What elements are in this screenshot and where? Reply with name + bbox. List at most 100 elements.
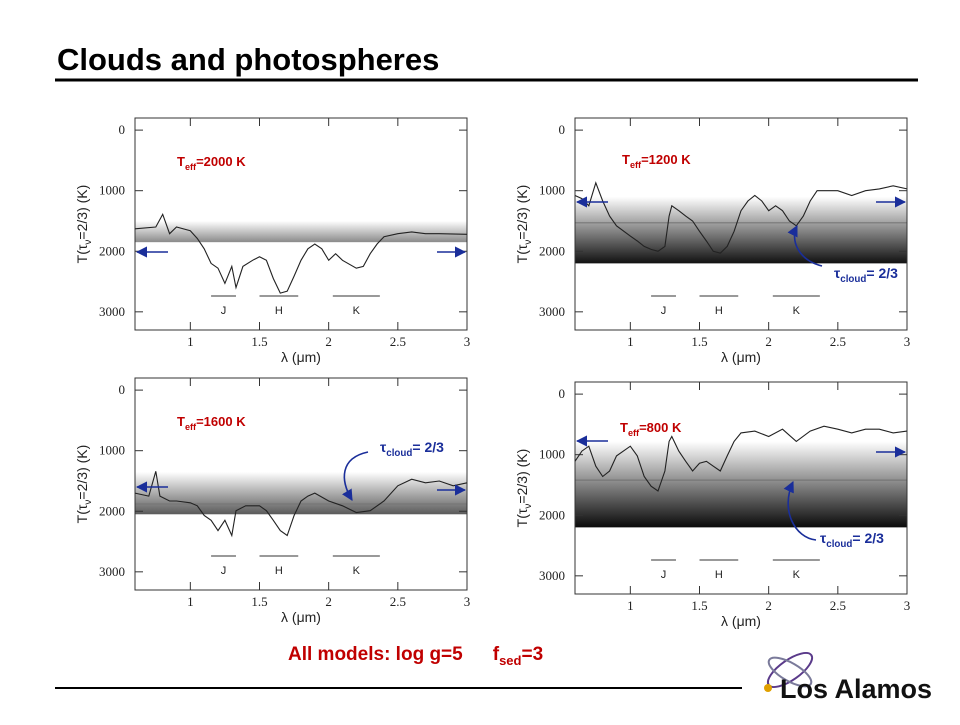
teff-label-rest: =2000 K bbox=[196, 154, 246, 169]
y-axis-label: T(τν=2/3) (K) bbox=[74, 445, 94, 524]
cloud-deck bbox=[575, 441, 907, 528]
band-label: K bbox=[793, 569, 801, 581]
chart-panel: 0 1000 2000 3000 1 1.5 2 2.5 3 T(τν=2/3) (K) λ (μm… bbox=[74, 377, 471, 625]
cloud-label-rest: = 2/3 bbox=[412, 439, 444, 455]
y-axis-label: T(τν=2/3) (K) bbox=[74, 185, 94, 264]
y-axis-label-pre: T(τ bbox=[74, 504, 90, 523]
y-axis-label: T(τν=2/3) (K) bbox=[514, 185, 534, 264]
footer-f-rest: =3 bbox=[521, 644, 543, 665]
cloud-deck bbox=[135, 471, 467, 515]
y-tick-label: 1000 bbox=[539, 447, 565, 462]
y-axis-label-sub: ν bbox=[523, 240, 534, 245]
x-axis-label: λ (μm) bbox=[721, 613, 761, 629]
band-label: J bbox=[221, 565, 227, 577]
footer-f: f bbox=[493, 644, 500, 665]
band-label: K bbox=[793, 305, 801, 317]
cloud-label-sub: cloud bbox=[826, 539, 852, 550]
teff-label-main: T bbox=[622, 152, 630, 167]
plot-frame bbox=[574, 117, 908, 331]
teff-label-main: T bbox=[620, 420, 628, 435]
x-tick-label: 2 bbox=[765, 334, 772, 349]
band-label: J bbox=[661, 305, 667, 317]
cloud-label-main: τ bbox=[820, 530, 827, 546]
cloud-arrow bbox=[342, 451, 369, 501]
chart-panel: 0 1000 2000 3000 1 1.5 2 2.5 3 T(τν=2/3) (K) λ (μm… bbox=[74, 117, 471, 365]
teff-label-rest: =1200 K bbox=[641, 152, 691, 167]
x-tick-label: 3 bbox=[904, 334, 911, 349]
y-axis-label: T(τν=2/3) (K) bbox=[514, 449, 534, 528]
band-label: K bbox=[353, 565, 361, 577]
chart-panel: 0 1000 2000 3000 1 1.5 2 2.5 3 T(τν=2/3) (K) λ (μm… bbox=[514, 117, 911, 365]
teff-label-sub: eff bbox=[628, 428, 640, 438]
teff-label: Teff=2000 K bbox=[177, 154, 246, 172]
x-tick-label: 3 bbox=[904, 598, 911, 613]
x-tick-label: 1 bbox=[627, 598, 634, 613]
cloud-label-sub: cloud bbox=[840, 274, 866, 285]
x-tick-label: 1.5 bbox=[251, 334, 267, 349]
teff-label-main: T bbox=[177, 414, 185, 429]
y-tick-label: 0 bbox=[559, 386, 566, 401]
spectrum-line bbox=[134, 212, 468, 294]
x-axis-label: λ (μm) bbox=[281, 349, 321, 365]
y-tick-label: 0 bbox=[119, 382, 126, 397]
y-axis-label-post: =2/3) (K) bbox=[74, 185, 90, 240]
x-tick-label: 2 bbox=[325, 594, 332, 609]
x-tick-label: 2.5 bbox=[390, 594, 406, 609]
y-axis-label-sub: ν bbox=[83, 240, 94, 245]
x-axis-label: λ (μm) bbox=[721, 349, 761, 365]
band-label: K bbox=[353, 305, 361, 317]
cloud-deck bbox=[135, 220, 467, 243]
y-tick-label: 3000 bbox=[539, 568, 565, 583]
y-axis-label-post: =2/3) (K) bbox=[74, 445, 90, 500]
x-tick-label: 2.5 bbox=[830, 598, 846, 613]
teff-label-rest: =1600 K bbox=[196, 414, 246, 429]
teff-label-rest: =800 K bbox=[639, 420, 682, 435]
x-tick-label: 1.5 bbox=[691, 598, 707, 613]
cloud-label-sub: cloud bbox=[386, 448, 412, 459]
y-tick-label: 2000 bbox=[539, 507, 565, 522]
y-tick-label: 1000 bbox=[99, 443, 125, 458]
y-tick-label: 3000 bbox=[539, 304, 565, 319]
y-tick-label: 0 bbox=[119, 122, 126, 137]
y-axis-label-post: =2/3) (K) bbox=[514, 185, 530, 240]
cloud-arrow bbox=[783, 480, 817, 541]
teff-label-main: T bbox=[177, 154, 185, 169]
teff-label-sub: eff bbox=[185, 162, 197, 172]
x-tick-label: 2.5 bbox=[390, 334, 406, 349]
x-tick-label: 1.5 bbox=[251, 594, 267, 609]
cloud-label-rest: = 2/3 bbox=[852, 530, 884, 546]
spectrum-line bbox=[134, 471, 468, 538]
cloud-arrow bbox=[787, 224, 823, 267]
y-axis-label-pre: T(τ bbox=[514, 244, 530, 263]
x-tick-label: 3 bbox=[464, 594, 471, 609]
y-axis-label-sub: ν bbox=[523, 504, 534, 509]
plot-frame bbox=[134, 117, 468, 331]
x-tick-label: 1 bbox=[187, 334, 194, 349]
y-axis-label-post: =2/3) (K) bbox=[514, 449, 530, 504]
spectrum-line bbox=[574, 425, 908, 492]
band-label: H bbox=[275, 565, 283, 577]
logo: Los Alamos bbox=[764, 651, 932, 704]
cloud-label-rest: = 2/3 bbox=[866, 265, 898, 281]
band-label: J bbox=[661, 569, 667, 581]
y-tick-label: 1000 bbox=[539, 183, 565, 198]
footer-f-sub: sed bbox=[499, 653, 521, 668]
band-label: H bbox=[275, 305, 283, 317]
y-tick-label: 2000 bbox=[99, 243, 125, 258]
cloud-deck bbox=[575, 196, 907, 264]
band-label: H bbox=[715, 305, 723, 317]
x-tick-label: 1 bbox=[627, 334, 634, 349]
footer-main: All models: log g=5 bbox=[288, 644, 463, 665]
x-tick-label: 3 bbox=[464, 334, 471, 349]
y-tick-label: 2000 bbox=[539, 243, 565, 258]
x-tick-label: 1 bbox=[187, 594, 194, 609]
y-tick-label: 0 bbox=[559, 122, 566, 137]
band-label: H bbox=[715, 569, 723, 581]
y-tick-label: 1000 bbox=[99, 183, 125, 198]
teff-label-sub: eff bbox=[185, 422, 197, 432]
y-axis-label-pre: T(τ bbox=[74, 244, 90, 263]
cloud-label: τcloud= 2/3 bbox=[834, 265, 898, 285]
x-tick-label: 2 bbox=[765, 598, 772, 613]
y-axis-label-sub: ν bbox=[83, 500, 94, 505]
